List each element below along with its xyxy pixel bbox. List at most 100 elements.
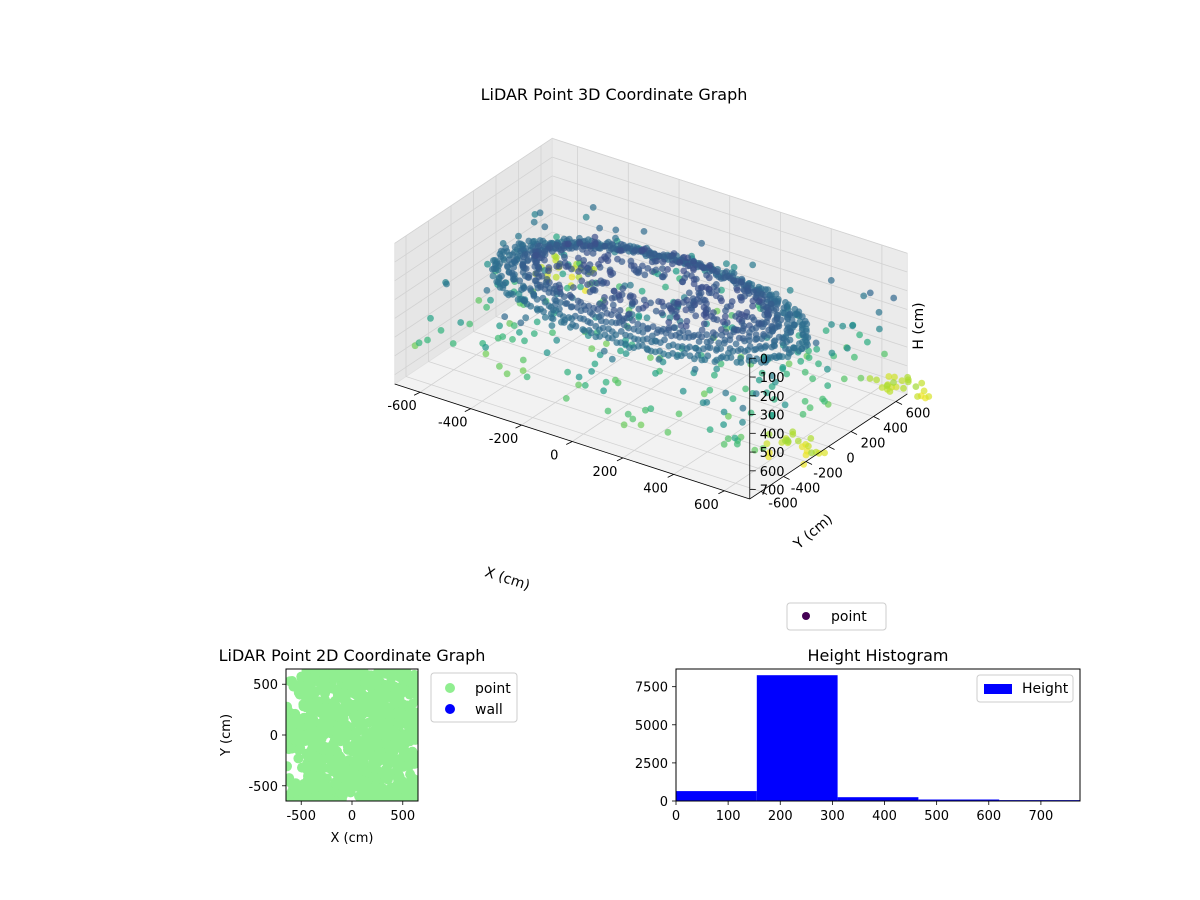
data-point (759, 445, 767, 452)
y-tick (805, 461, 813, 465)
data-point (360, 766, 371, 777)
data-point (749, 261, 757, 269)
data-point (727, 302, 735, 310)
data-point (670, 324, 678, 331)
y-tick-label: 400 (883, 421, 908, 436)
data-point (348, 756, 359, 767)
data-point (638, 247, 646, 255)
data-point (519, 367, 527, 374)
data-point (665, 324, 673, 332)
data-point (483, 303, 490, 311)
data-point (807, 435, 815, 442)
data-point (658, 298, 666, 306)
z-tick-label: 0 (760, 352, 768, 367)
data-point (783, 370, 791, 378)
data-point (662, 283, 669, 291)
data-point (384, 707, 395, 718)
data-point (626, 293, 634, 301)
data-point (286, 777, 296, 788)
y-tick-label: 600 (906, 406, 931, 421)
data-point (779, 339, 787, 347)
data-point (556, 305, 563, 313)
data-point (586, 242, 594, 250)
data-point (885, 373, 893, 380)
data-point (571, 312, 579, 320)
data-point (336, 709, 347, 719)
data-point (404, 736, 415, 747)
data-point (665, 351, 672, 359)
data-point (596, 224, 603, 232)
data-point (828, 321, 835, 328)
data-point (900, 384, 907, 392)
z-tick-label: 300 (760, 409, 785, 424)
y-tick-label: 0 (846, 451, 854, 466)
data-point (702, 313, 710, 321)
data-point (718, 297, 725, 305)
y-tick-label: 5000 (635, 719, 668, 734)
data-point (531, 252, 539, 259)
data-point (735, 334, 743, 342)
data-point (669, 260, 676, 268)
y-tick-label: 0 (270, 729, 278, 744)
data-point (482, 350, 490, 358)
data-point (675, 410, 683, 418)
data-point (340, 691, 351, 702)
data-point (698, 326, 706, 334)
data-point (354, 749, 365, 760)
data-point (726, 336, 734, 344)
data-point (828, 349, 836, 357)
data-point (638, 287, 646, 295)
data-point (588, 345, 596, 353)
histogram-bar (918, 799, 1000, 801)
data-point (700, 320, 708, 328)
data-point (293, 745, 304, 755)
data-point (844, 344, 851, 352)
data-point (745, 357, 753, 364)
grid-line (394, 175, 553, 282)
data-point (644, 346, 652, 354)
data-point (548, 322, 556, 329)
data-point (619, 285, 627, 292)
y-tick-label: -600 (768, 496, 798, 511)
data-point (705, 289, 713, 297)
data-point (719, 318, 727, 326)
y-tick-label: 200 (861, 436, 886, 451)
y-tick (828, 446, 835, 450)
data-point (584, 270, 592, 278)
data-point (302, 774, 313, 785)
data-point (715, 339, 723, 347)
histogram-bars (676, 675, 1080, 801)
data-point (690, 280, 698, 288)
data-point (765, 453, 773, 461)
data-point (637, 421, 645, 429)
data-point (622, 350, 630, 357)
data-point (864, 338, 871, 346)
z-tick-label: 100 (760, 371, 785, 386)
data-point (482, 343, 489, 351)
data-point (475, 297, 483, 304)
data-point (398, 749, 409, 760)
data-point (667, 305, 675, 313)
data-point (580, 315, 588, 323)
y-tick (850, 431, 858, 435)
data-point (516, 277, 524, 285)
data-point (824, 382, 832, 389)
data-point (508, 269, 516, 277)
data-point (415, 339, 423, 347)
x-tick-label: 0 (550, 449, 558, 464)
data-point (717, 360, 725, 368)
panel-2d-scatter: LiDAR Point 2D Coordinate Graph -500 0 500… (219, 646, 518, 846)
grid-line (450, 346, 807, 462)
data-point (558, 246, 565, 254)
grid-line (394, 213, 553, 319)
data-point (362, 674, 372, 685)
data-point (520, 284, 528, 292)
data-point (457, 319, 465, 326)
data-point (524, 273, 532, 281)
data-point (676, 259, 683, 266)
data-point (737, 279, 745, 287)
data-point (305, 698, 316, 709)
data-point (700, 390, 708, 398)
data-point (735, 316, 743, 323)
legend-label-point: point (831, 609, 867, 625)
